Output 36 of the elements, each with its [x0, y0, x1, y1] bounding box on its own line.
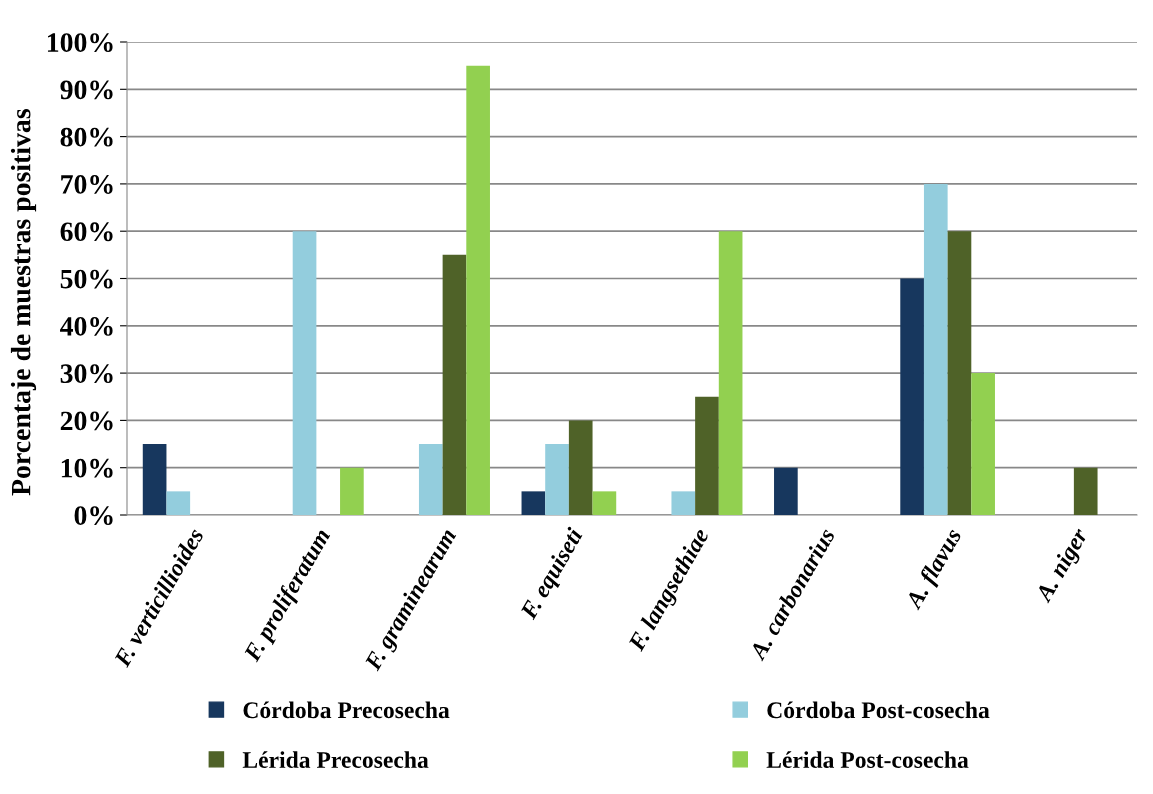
bar — [718, 231, 743, 515]
bar — [166, 491, 191, 515]
bar — [947, 231, 972, 515]
bar — [1073, 467, 1098, 515]
bar — [923, 183, 948, 515]
y-tick-label: 20% — [60, 411, 113, 431]
bar — [545, 444, 569, 515]
bar — [568, 420, 593, 515]
legend-label: Córdoba Post-cosecha — [767, 701, 990, 719]
legend-label: Lérida Precosecha — [242, 751, 429, 768]
y-tick-label: 90% — [60, 80, 113, 100]
bar — [340, 467, 364, 515]
y-tick-label: 70% — [61, 175, 113, 194]
bar — [418, 444, 443, 515]
y-axis-title: Porcentaje de muestras positivas — [10, 109, 37, 496]
bar — [521, 491, 546, 515]
y-tick-label: 100% — [47, 33, 113, 52]
y-tick-label: 10% — [61, 458, 113, 478]
bar — [695, 396, 719, 515]
bar — [592, 491, 617, 515]
bar — [442, 254, 467, 515]
bar — [671, 491, 696, 515]
bar — [292, 231, 317, 515]
bar — [466, 65, 490, 515]
bar — [971, 373, 995, 515]
y-tick-label: 30% — [60, 364, 113, 384]
legend-label: Córdoba Precosecha — [243, 701, 450, 719]
bar — [774, 467, 798, 515]
y-tick-label: 80% — [60, 127, 113, 147]
y-tick-label: 60% — [60, 222, 113, 242]
bar — [900, 278, 924, 515]
y-tick-label: 0% — [74, 506, 113, 525]
y-tick-label: 40% — [60, 316, 113, 336]
y-tick-label: 50% — [60, 269, 113, 289]
legend-label: Lérida Post-cosecha — [766, 751, 969, 768]
bar — [142, 444, 167, 515]
